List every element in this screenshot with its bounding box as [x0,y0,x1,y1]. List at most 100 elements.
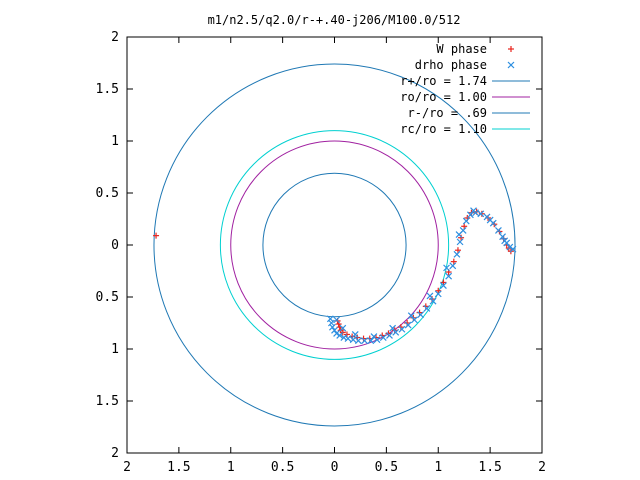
y-tick-label: 0.5 [96,290,119,305]
marker-d2 [423,305,431,312]
marker-d2 [370,333,378,340]
series-2-point [486,216,494,224]
circle-1 [153,63,516,427]
marker-d2 [331,326,338,334]
series-1-point [404,320,411,326]
x-tick-label: 1.5 [167,460,190,475]
series-2-point [440,282,447,289]
y-tick-label: 2 [111,30,119,45]
marker-d2 [344,335,352,343]
series-2-point [434,290,442,298]
marker-d2 [333,329,340,337]
series-2-point [329,323,336,331]
marker-d2 [333,316,340,324]
marker-d2 [462,217,470,225]
marker-d2 [398,325,406,333]
circle-4 [219,130,450,360]
marker-d2 [466,211,474,219]
series-2-point [344,335,352,343]
series-1-point [461,223,468,230]
marker-d2 [477,210,485,218]
series-2-point [339,324,347,332]
marker-d2 [410,316,418,324]
marker-d2 [489,219,497,227]
x-tick-label: 2 [538,460,546,475]
series-2-point [333,316,340,324]
series-2-point [410,316,418,324]
series-2-point [445,272,453,280]
marker-d2 [456,238,464,246]
y-tick-label: 1 [111,134,119,149]
x-tick-label: 1.5 [478,460,501,475]
series-2-point [386,332,393,339]
series-2-point [499,233,506,241]
marker-d2 [417,311,425,319]
series-1-point [343,331,350,338]
marker-d2 [449,262,457,270]
marker-d2 [506,243,514,251]
marker-d2 [443,264,450,272]
marker-d2 [509,245,517,253]
series-1-point [379,332,386,339]
series-2-point [340,334,348,341]
marker-d2 [327,319,335,327]
marker-d2 [339,324,347,332]
series-2-point [449,262,457,270]
series-2-point [466,211,474,219]
marker-d2 [486,216,494,224]
x-tick-label: 1 [227,460,235,475]
marker-d2 [354,337,362,345]
y-tick-label: 0.5 [96,186,119,201]
marker-d2 [404,321,412,329]
marker-d2 [426,292,434,300]
series-2-point [470,207,477,215]
series-1-point [440,279,447,286]
marker-d2 [340,334,348,341]
series-1-point [416,309,423,316]
x-tick-label: 0.5 [271,460,294,475]
marker-d2 [407,312,415,320]
series-2-point [379,334,387,341]
marker-d2 [367,337,375,345]
series-1-point [360,335,367,342]
marker-d2 [470,207,477,215]
marker-d2 [336,332,344,339]
series-1-point [153,232,160,239]
marker-d2 [373,336,381,344]
legend-label: r-/ro = .69 [408,106,487,120]
series-2-point [495,227,502,234]
series-2-point [367,337,375,345]
series-1-point [435,287,442,294]
series-2-point [407,312,415,320]
series-2-point [349,336,357,344]
marker-d2 [386,332,393,339]
series-1-point [454,247,461,254]
series-2-point [336,332,344,339]
legend-marker [507,61,515,69]
series-2-point [392,328,400,336]
series-2-point [404,321,412,329]
y-tick-label: 1.5 [96,394,119,409]
series-1-point [500,235,507,242]
series-2-point [477,210,485,218]
series-2-point [509,245,517,253]
marker-d2 [495,227,502,234]
circle-3 [262,172,407,318]
series-2-point [351,331,359,338]
marker-d2 [429,297,437,305]
marker-d2 [453,250,461,258]
series-1-point [339,329,346,336]
series-2-point [501,237,509,245]
y-tick-label: 0 [111,238,119,253]
series-2-point [462,217,470,225]
legend-label: r+/ro = 1.74 [400,74,487,88]
series-2-point [423,305,431,312]
x-tick-label: 0 [331,460,339,475]
marker-d2 [440,282,447,289]
series-2-point [453,250,461,258]
marker-d2 [349,336,357,344]
series-2-point [443,264,450,272]
legend: W phase drho phase r+/ro = 1.74 ro/ro = 1.0… [400,42,530,136]
